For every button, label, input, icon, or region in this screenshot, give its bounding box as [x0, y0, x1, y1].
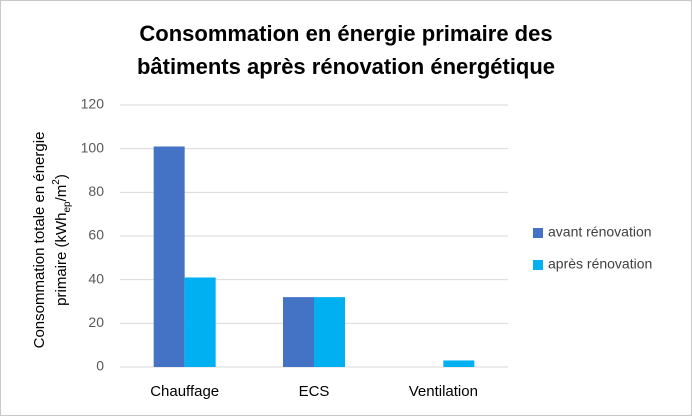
x-tick-label: Ventilation	[409, 383, 478, 400]
y-tick-label: 120	[81, 96, 105, 112]
bar	[153, 146, 185, 367]
y-tick-label: 80	[88, 183, 104, 199]
legend-swatch	[533, 228, 543, 238]
y-axis-label-line: primaire (kWhep/m2)	[51, 174, 73, 306]
chart-title: Consommation en énergie primaire des	[139, 21, 552, 46]
bar	[443, 360, 475, 367]
y-label-sub: ep	[62, 201, 73, 213]
bar	[184, 277, 216, 367]
bar	[283, 297, 314, 367]
x-tick-label: ECS	[299, 383, 330, 400]
y-label-sup: 2	[51, 179, 62, 185]
y-tick-label: 40	[88, 270, 104, 286]
y-tick-label: 0	[96, 358, 104, 374]
y-tick-label: 100	[81, 139, 105, 155]
y-label-part: primaire (kWh	[53, 213, 70, 306]
x-tick-label: Chauffage	[150, 383, 219, 400]
y-label-part: )	[53, 174, 70, 179]
legend-label: après rénovation	[548, 256, 652, 272]
bar	[314, 297, 345, 367]
chart-title: bâtiments après rénovation énergétique	[137, 54, 555, 79]
y-axis-label-line: Consommation totale en énergie	[31, 132, 48, 349]
y-tick-label: 60	[88, 227, 104, 243]
y-label-part: /m	[53, 185, 70, 202]
y-axis-label: Consommation totale en énergie primaire …	[31, 132, 73, 349]
y-tick-label: 20	[88, 314, 104, 330]
legend-label: avant rénovation	[548, 224, 652, 240]
legend-swatch	[533, 260, 543, 270]
